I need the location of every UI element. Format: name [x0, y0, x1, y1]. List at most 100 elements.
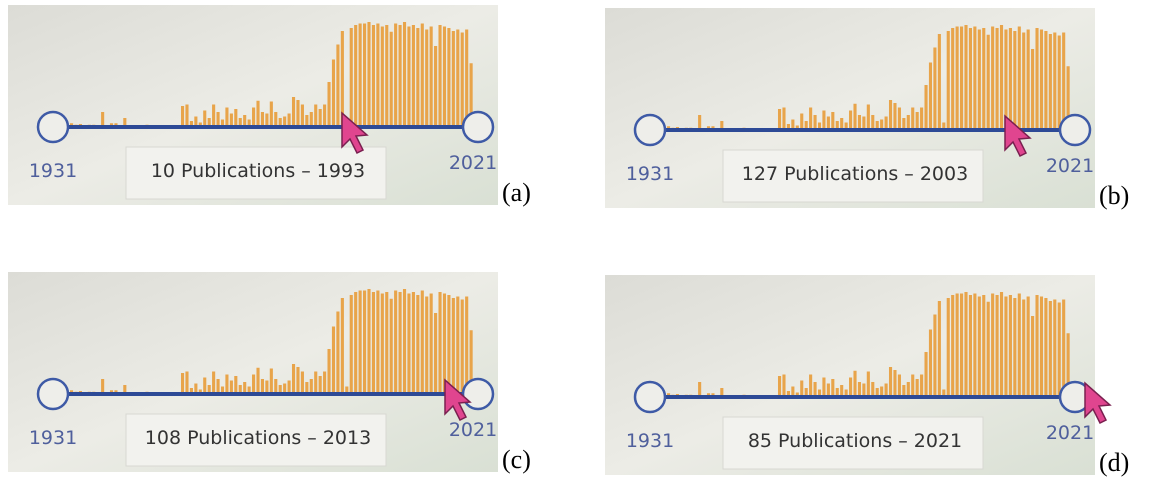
bar [300, 104, 304, 127]
bar [469, 63, 473, 127]
bar [791, 386, 795, 397]
bar [438, 292, 442, 394]
bar [826, 116, 830, 130]
mouse-cursor [444, 378, 472, 422]
slider-handle-start [633, 113, 667, 147]
bar [340, 31, 344, 127]
bar [212, 371, 216, 394]
bar [1039, 296, 1044, 397]
bar [964, 292, 968, 397]
bar [274, 112, 278, 127]
bar [1031, 316, 1035, 397]
bar [831, 379, 835, 397]
bar [247, 386, 251, 394]
bar [942, 389, 946, 397]
bar [291, 97, 296, 127]
bar [1004, 29, 1008, 130]
bar [880, 386, 884, 397]
bar [456, 29, 460, 127]
bar [849, 110, 853, 130]
bar [407, 293, 411, 394]
bar [123, 118, 127, 127]
bar [1057, 35, 1061, 130]
bar [1066, 66, 1070, 130]
bar [278, 385, 282, 394]
bar [229, 380, 233, 394]
bar [831, 112, 835, 130]
bar [194, 116, 198, 127]
bar [924, 85, 928, 130]
bar [371, 25, 375, 127]
bar [203, 377, 207, 394]
bar [198, 122, 202, 127]
bar [911, 107, 915, 130]
bar [844, 389, 848, 397]
bar [420, 23, 424, 127]
bar [394, 23, 398, 127]
bar [835, 388, 839, 397]
bar [389, 31, 393, 127]
bar [252, 374, 256, 394]
bar [327, 82, 331, 127]
bar [363, 23, 367, 127]
bar [367, 289, 371, 394]
bar [260, 379, 265, 394]
bar [884, 383, 888, 397]
panel-label: (b) [1099, 181, 1129, 210]
bar [185, 371, 189, 394]
bar [220, 119, 225, 127]
bar [1031, 49, 1035, 130]
bar [946, 31, 950, 130]
mouse-cursor [1004, 114, 1032, 158]
bar [469, 330, 473, 394]
bar [991, 26, 995, 130]
slider-handle-start [36, 377, 70, 411]
bar [1048, 34, 1052, 130]
bar [822, 377, 826, 397]
bar [220, 386, 225, 394]
bar [915, 112, 919, 130]
bar [185, 104, 189, 127]
bar [309, 379, 313, 394]
bar [407, 26, 411, 127]
bar [902, 118, 906, 130]
bar [995, 295, 999, 397]
bar [451, 298, 455, 394]
end-year: 2021 [1046, 422, 1094, 444]
tooltip-box [722, 416, 984, 470]
start-year: 1931 [29, 160, 77, 182]
slider-handle-end [1058, 113, 1092, 147]
bar [385, 292, 389, 394]
bar [309, 112, 313, 127]
bar [813, 115, 817, 130]
bar [849, 377, 853, 397]
slider-handle-start [36, 110, 70, 144]
bar [866, 104, 870, 130]
bar [389, 298, 393, 394]
bar [809, 374, 813, 397]
slider-handle-start [633, 380, 667, 414]
bar [305, 382, 309, 394]
bar [340, 298, 344, 394]
bar [911, 374, 915, 397]
panel-label: (d) [1099, 448, 1129, 477]
bar [225, 374, 229, 394]
bar [225, 107, 229, 127]
end-year: 2021 [449, 152, 497, 174]
bar [229, 113, 233, 127]
start-year: 1931 [626, 163, 674, 185]
bar [875, 121, 879, 130]
bar [871, 382, 875, 397]
bar [888, 100, 893, 130]
tooltip-text: 108 Publications – 2013 [145, 427, 371, 449]
bar [804, 388, 808, 397]
bar [269, 368, 273, 394]
bar [194, 383, 198, 394]
bar [260, 112, 265, 127]
bar [189, 121, 193, 127]
bar [274, 379, 278, 394]
bar [354, 25, 358, 127]
bar [314, 371, 318, 394]
bar [791, 119, 795, 130]
bar [893, 103, 897, 130]
